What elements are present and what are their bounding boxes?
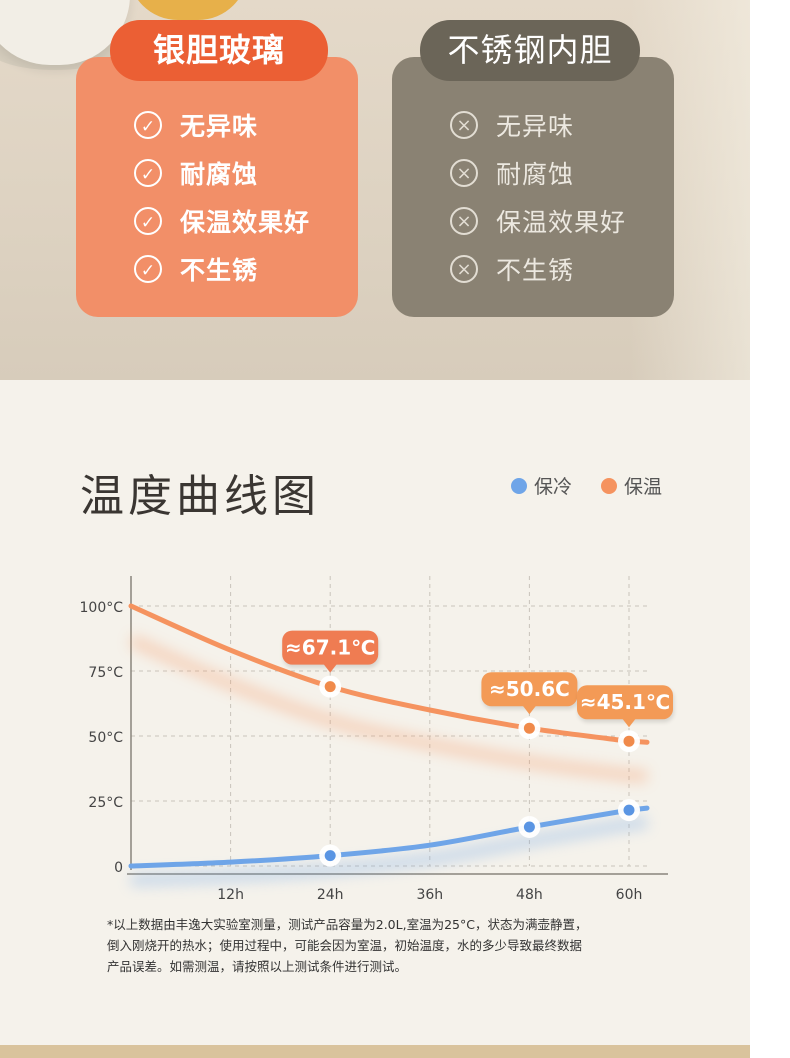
check-circle-icon: ✓ (134, 159, 162, 187)
value-callout (481, 672, 578, 707)
steel-feature-label: 耐腐蚀 (496, 160, 575, 189)
callout-pointer (522, 705, 537, 715)
data-point (523, 821, 535, 833)
glass-liner-title: 银胆玻璃 (110, 20, 328, 81)
decorative-lemon (128, 0, 248, 20)
product-banner: ✓ 无异味 ✓ 耐腐蚀 ✓ 保温效果好 ✓ 不生锈 × 无异味 × 耐腐蚀 × 保温效果好 × 不生锈 银胆… (0, 0, 750, 380)
legend-label-cold: 保冷 (534, 476, 573, 498)
callout-pointer (622, 718, 636, 728)
steel-liner-card: × 无异味 × 耐腐蚀 × 保温效果好 × 不生锈 (392, 57, 674, 317)
note-line: 倒入刚烧开的热水；使用过程中，可能会因为室温，初始温度，水的多少导致最终数据 (107, 938, 583, 953)
legend-dot-cold (511, 477, 527, 494)
steel-feature-label: 不生锈 (496, 256, 575, 285)
legend-item-cold: 保冷 (511, 472, 572, 499)
x-tick-label: 36h (416, 887, 443, 903)
check-circle-icon: ✓ (134, 111, 162, 139)
x-tick-label: 12h (217, 887, 244, 903)
cross-circle-icon: × (450, 159, 478, 187)
value-callout (577, 685, 673, 720)
x-tick-label: 24h (317, 887, 344, 903)
steel-feature-label: 无异味 (496, 112, 575, 141)
callout-pointer (323, 663, 338, 673)
steel-feature-item: × 保温效果好 (450, 203, 626, 239)
data-point (324, 850, 336, 862)
cross-circle-icon: × (450, 111, 478, 139)
glass-feature-item: ✓ 不生锈 (134, 251, 258, 287)
note-line: 产品误差。如需测温，请按照以上测试条件进行测试。 (107, 959, 408, 974)
steel-feature-item: × 耐腐蚀 (450, 155, 574, 191)
check-circle-icon: ✓ (134, 207, 162, 235)
series-line-warm (128, 603, 650, 745)
y-tick-label: 50°C (88, 730, 123, 746)
bottom-divider (0, 1045, 750, 1058)
steel-liner-title: 不锈钢内胆 (420, 20, 640, 81)
y-tick-label: 0 (114, 860, 123, 876)
data-point (623, 735, 635, 747)
value-callout-label: ≈45.1℃ (580, 690, 670, 714)
glass-feature-label: 保温效果好 (180, 208, 311, 237)
glass-feature-item: ✓ 耐腐蚀 (134, 155, 258, 191)
series-line-cold (128, 805, 650, 869)
legend-label-warm: 保温 (624, 476, 663, 498)
value-callout (282, 630, 379, 665)
y-tick-label: 75°C (88, 665, 123, 681)
series-glow-warm (128, 634, 648, 783)
data-point (523, 722, 535, 734)
data-point (324, 681, 336, 693)
cross-circle-icon: × (450, 255, 478, 283)
value-callout-label: ≈50.6C (489, 677, 570, 701)
series-glow-cold (130, 816, 648, 886)
test-conditions-note: *以上数据由丰逸大实验室测量，测试产品容量为2.0L,室温为25°C，状态为满壶… (107, 914, 667, 977)
temperature-chart-section: 温度曲线图 保冷 保温 0 25°C 50°C 75°C 100°C 12h 24h 36h 4… (0, 380, 750, 1045)
chart-title: 温度曲线图 (80, 471, 320, 522)
cross-circle-icon: × (450, 207, 478, 235)
glass-feature-item: ✓ 保温效果好 (134, 203, 310, 239)
y-tick-label: 100°C (80, 600, 124, 616)
note-line: *以上数据由丰逸大实验室测量，测试产品容量为2.0L,室温为25°C，状态为满壶… (107, 917, 588, 932)
y-tick-label: 25°C (88, 795, 123, 811)
glass-feature-label: 无异味 (180, 112, 259, 141)
glass-feature-item: ✓ 无异味 (134, 107, 258, 143)
steel-feature-label: 保温效果好 (496, 208, 627, 237)
data-point (623, 804, 635, 816)
value-callout-label: ≈67.1℃ (285, 636, 375, 660)
glass-feature-label: 不生锈 (180, 256, 259, 285)
x-tick-label: 48h (516, 887, 543, 903)
legend-dot-warm (601, 477, 617, 494)
glass-liner-card: ✓ 无异味 ✓ 耐腐蚀 ✓ 保温效果好 ✓ 不生锈 (76, 57, 358, 317)
temperature-chart: 0 25°C 50°C 75°C 100°C 12h 24h 36h 48h 60h ≈67.1℃… (80, 576, 674, 903)
legend-item-warm: 保温 (601, 472, 662, 499)
steel-feature-item: × 无异味 (450, 107, 574, 143)
glass-feature-label: 耐腐蚀 (180, 160, 259, 189)
x-tick-label: 60h (616, 887, 643, 903)
check-circle-icon: ✓ (134, 255, 162, 283)
steel-feature-item: × 不生锈 (450, 251, 574, 287)
